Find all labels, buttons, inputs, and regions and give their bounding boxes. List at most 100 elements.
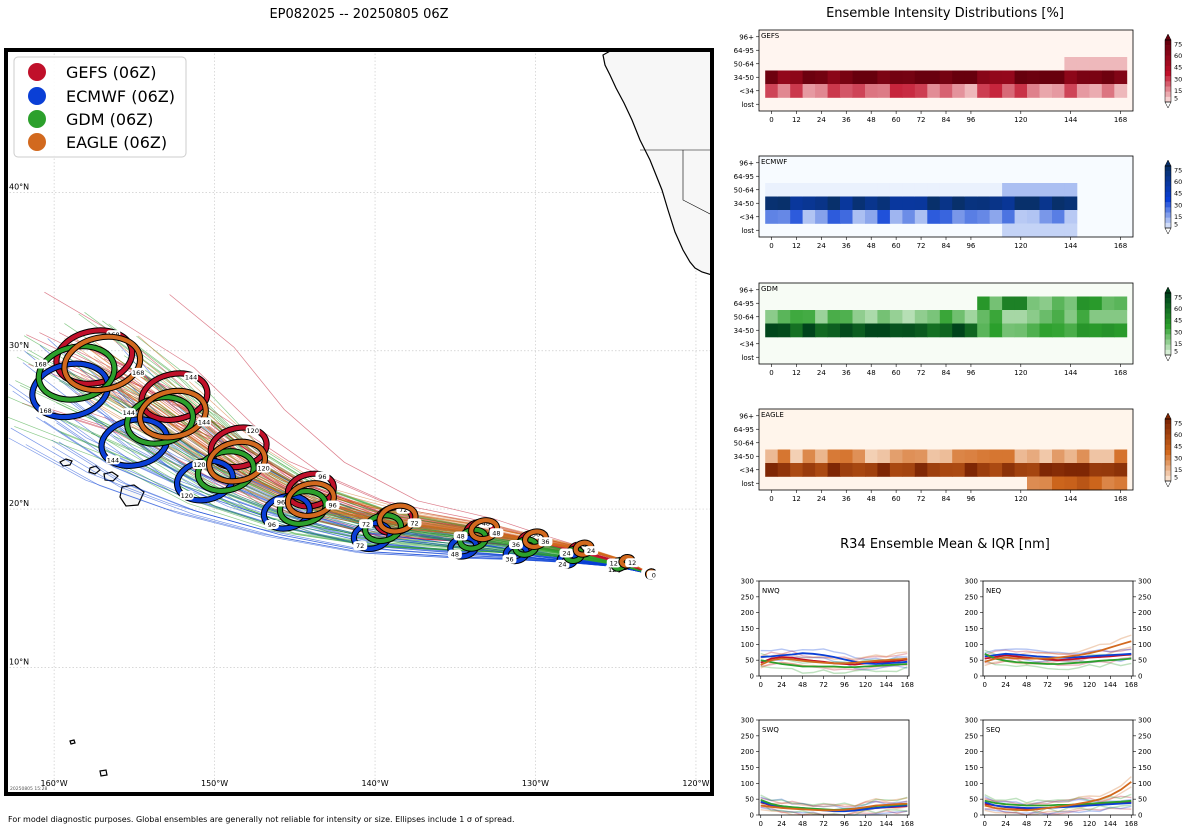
heatmap-xtick-label: 60 (892, 116, 901, 124)
heatmap-cell (765, 449, 779, 464)
heatmap-cell (865, 463, 878, 477)
r34-xtick-label: 144 (1104, 681, 1118, 689)
ellipse-eagle-0: 0 (644, 568, 661, 580)
r34-iqr-line-gdm (760, 802, 908, 816)
heatmap-cell (865, 210, 878, 224)
r34-ytick-label: 300 (741, 717, 754, 725)
heatmap-cell (840, 310, 853, 324)
hour-label-bg (646, 570, 661, 580)
heatmap-cell (1114, 84, 1128, 98)
heatmap-ytick-label: 96+ (739, 286, 754, 294)
heatmap-xtick-label: 120 (1014, 495, 1027, 503)
heatmap-cell (977, 310, 991, 324)
heatmap-cell (802, 323, 816, 338)
heatmap-cell (889, 463, 903, 477)
heatmap-xtick-label: 72 (917, 495, 926, 503)
r34-ytick-label-right: 200 (1138, 609, 1151, 617)
lat-tick-label: 20°N (9, 499, 29, 508)
heatmap-cell (877, 183, 891, 197)
r34-mean-line-gdm (984, 652, 1132, 665)
heatmap-ytick-label: lost (741, 227, 754, 235)
heatmap-cell (927, 196, 941, 211)
legend-label-eagle: EAGLE (06Z) (66, 133, 167, 152)
hour-label-bg (245, 426, 260, 436)
colorbar-segment (1165, 76, 1171, 82)
hour-label: 36 (505, 556, 513, 564)
hour-label: 24 (587, 547, 595, 555)
heatmap-cell (989, 310, 1003, 324)
r34-xtick-label: 144 (880, 681, 894, 689)
heatmap-cell (1039, 183, 1053, 197)
hour-label: 48 (456, 532, 464, 540)
heatmap-cell (827, 70, 841, 85)
heatmap-xtick-label: 144 (1064, 495, 1078, 503)
colorbar-segment (1165, 455, 1171, 461)
r34-ytick-label: 0 (750, 673, 754, 681)
heatmap-xtick-label: 48 (867, 116, 876, 124)
heatmap-cell (802, 183, 816, 197)
colorbar-extend-bottom (1164, 480, 1172, 488)
r34-xtick-label: 48 (798, 681, 807, 689)
heatmap-cell (765, 323, 779, 338)
hour-label: 144 (198, 418, 210, 426)
heatmap-cell (939, 463, 953, 477)
r34-ytick-label-right: 0 (1138, 673, 1142, 681)
r34-xtick-label: 96 (1064, 820, 1073, 828)
heatmap-cell (1101, 463, 1115, 477)
heatmap-cell (1052, 476, 1065, 491)
heatmap-cell (877, 449, 891, 464)
heatmap-ytick-label: 34-50 (734, 327, 754, 335)
member-track-gdm (15, 380, 652, 575)
hour-label: 72 (399, 506, 407, 514)
r34-ytick-label-left: 100 (965, 780, 978, 788)
member-track-gdm (78, 313, 652, 575)
heatmap-cell (840, 210, 853, 224)
colorbar-segment (1165, 429, 1171, 435)
lon-tick-label: 150°W (201, 779, 228, 788)
heatmap-cell (952, 84, 966, 98)
heatmap-cell (1052, 296, 1065, 311)
track-ellipses: 0122436487296120144168012243648729612014… (29, 327, 661, 581)
heatmap-cell (840, 70, 853, 85)
r34-xtick-label: 72 (1043, 681, 1052, 689)
heatmap-xtick-label: 12 (792, 495, 801, 503)
colorbar-segment (1165, 293, 1171, 299)
heatmap-cell (1014, 223, 1028, 238)
ellipse-ring (377, 503, 418, 534)
colorbar-tick-label: 45 (1174, 443, 1182, 451)
hour-label-bg (447, 549, 462, 559)
hour-label: 120 (193, 461, 205, 469)
heatmap-cell (765, 70, 779, 85)
r34-xtick-label: 72 (1043, 820, 1052, 828)
hour-label-bg (584, 546, 599, 556)
hour-label: 96 (328, 502, 336, 510)
hour-label: 168 (34, 361, 46, 369)
heatmap-cell (802, 463, 816, 477)
colorbar-segment (1165, 465, 1171, 471)
r34-ytick-label-left: 50 (969, 657, 978, 665)
r34-xtick-label: 0 (983, 681, 987, 689)
heatmap-cell (952, 183, 966, 197)
heatmap-xtick-label: 120 (1014, 242, 1027, 250)
r34-ytick-label-right: 300 (1138, 578, 1151, 586)
heatmap-xtick-label: 84 (942, 369, 951, 377)
heatmap-cell (1089, 323, 1103, 338)
heatmap-cell (1089, 57, 1103, 71)
heatmap-cell (1052, 323, 1065, 338)
heatmap-cell (1014, 84, 1028, 98)
hour-label-bg (359, 519, 374, 529)
heatmap-cell (1064, 476, 1078, 491)
heatmap-cell (914, 210, 928, 224)
r34-xtick-label: 120 (1083, 681, 1096, 689)
ellipse-eagle-48: 48 (468, 517, 504, 543)
heatmap-ytick-label: <34 (739, 340, 754, 348)
heatmap-cell (877, 210, 891, 224)
heatmap-xtick-label: 0 (769, 495, 773, 503)
hour-label: 96 (277, 499, 285, 507)
heatmap-cell (939, 323, 953, 338)
heatmap-ytick-label: <34 (739, 213, 754, 221)
heatmap-cell (1064, 463, 1078, 477)
heatmap-cell (902, 183, 916, 197)
hour-label-bg (121, 408, 136, 418)
hour-label-bg (625, 558, 640, 568)
